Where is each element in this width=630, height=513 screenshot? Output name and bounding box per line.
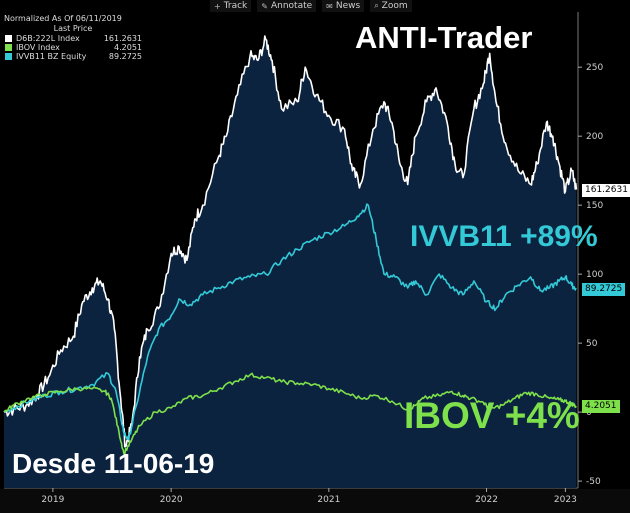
area-fill-0 bbox=[4, 36, 577, 488]
legend-entry-name: D6B:222L Index bbox=[16, 34, 80, 43]
last-value-flag: 161.2631 bbox=[582, 183, 630, 197]
toolbar-label: Annotate bbox=[270, 1, 313, 11]
y-tick-label: 100 bbox=[586, 270, 603, 280]
x-tick-label: 2022 bbox=[475, 495, 498, 505]
news-icon: ✉ bbox=[326, 1, 333, 11]
ivvb-annotation: IVVB11 +89% bbox=[410, 220, 598, 253]
y-tick-label: 200 bbox=[586, 132, 603, 142]
toolbar-annotate-button[interactable]: ✎ Annotate bbox=[257, 0, 317, 12]
series-line-0 bbox=[3, 35, 578, 448]
legend-entry-value: 161.2631 bbox=[103, 34, 142, 43]
x-axis-band bbox=[0, 489, 630, 513]
x-tick-label: 2020 bbox=[160, 495, 183, 505]
toolbar-news-button[interactable]: ✉ News bbox=[322, 0, 365, 12]
legend-header: Normalized As Of 06/11/2019 bbox=[4, 14, 122, 23]
legend-swatch bbox=[4, 43, 13, 52]
legend-entry-value: 4.2051 bbox=[114, 43, 142, 52]
legend-entry-value: 89.2725 bbox=[108, 52, 142, 61]
y-tick-label: 150 bbox=[586, 201, 603, 211]
y-tick-label: 50 bbox=[586, 339, 598, 349]
last-value-flag: 4.2051 bbox=[582, 400, 620, 414]
series-line-2 bbox=[3, 372, 578, 455]
y-tick-label: -50 bbox=[586, 477, 601, 487]
legend-entry: IVVB11 BZ Equity 89.2725 bbox=[4, 52, 142, 61]
since-annotation: Desde 11-06-19 bbox=[12, 448, 215, 479]
x-tick-label: 2023 bbox=[554, 495, 577, 505]
legend-entry-name: IBOV Index bbox=[16, 43, 60, 52]
x-tick-label: 2019 bbox=[41, 495, 64, 505]
toolbar-label: Track bbox=[223, 1, 248, 11]
legend: Normalized As Of 06/11/2019 Last Price D… bbox=[4, 14, 142, 61]
toolbar-track-button[interactable]: + Track bbox=[210, 0, 252, 12]
legend-entry-name: IVVB11 BZ Equity bbox=[16, 52, 87, 61]
x-tick-label: 2021 bbox=[317, 495, 340, 505]
toolbar-label: Zoom bbox=[381, 1, 408, 11]
magnifier-icon: ⌕ bbox=[374, 1, 379, 10]
chart-toolbar: + Track ✎ Annotate ✉ News ⌕ Zoom bbox=[210, 0, 412, 12]
series-line-1 bbox=[3, 203, 577, 441]
legend-swatch bbox=[4, 52, 13, 61]
legend-swatch bbox=[4, 34, 13, 43]
y-tick-label: 250 bbox=[586, 63, 603, 73]
ibov-annotation: IBOV +4% bbox=[404, 395, 580, 436]
legend-entry: D6B:222L Index 161.2631 bbox=[4, 34, 142, 43]
last-value-flag: 89.2725 bbox=[582, 282, 626, 296]
legend-subheader: Last Price bbox=[53, 24, 93, 33]
toolbar-label: News bbox=[335, 1, 361, 11]
legend-entry: IBOV Index 4.2051 bbox=[4, 43, 142, 52]
pencil-icon: ✎ bbox=[261, 1, 268, 11]
toolbar-zoom-button[interactable]: ⌕ Zoom bbox=[370, 0, 412, 12]
crosshair-icon: + bbox=[214, 1, 221, 11]
chart-title: ANTI-Trader bbox=[355, 20, 533, 55]
